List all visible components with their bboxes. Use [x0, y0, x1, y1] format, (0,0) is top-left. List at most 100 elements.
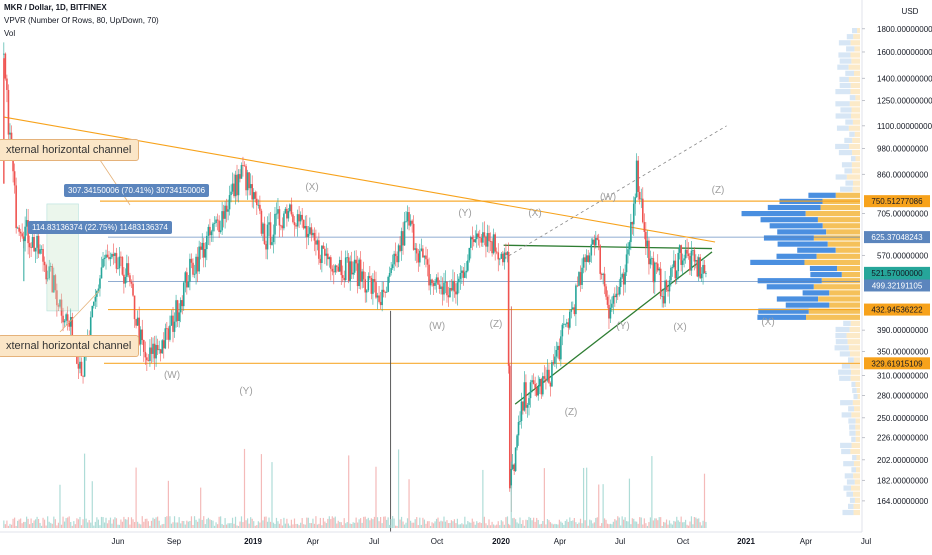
volume-bar [623, 519, 625, 528]
volume-bar [173, 516, 176, 528]
candle-body [126, 263, 128, 277]
volume-bar [389, 524, 391, 528]
price-badge[interactable] [864, 303, 930, 316]
candle-body [315, 240, 317, 245]
candle-body [9, 132, 11, 135]
candle-body [588, 255, 591, 262]
vpvr-bar-down [854, 131, 860, 137]
volume-bar [471, 518, 473, 528]
volume-bar [582, 467, 585, 528]
volume-bar [477, 522, 479, 528]
candle-body [344, 257, 347, 281]
candle-body [21, 233, 23, 237]
vpvr-bar-up [839, 351, 850, 357]
vpvr-bar-down [850, 320, 860, 326]
volume-bar [554, 523, 556, 528]
volume-bar [161, 524, 163, 528]
volume-bar [54, 519, 56, 528]
candle-body [355, 259, 357, 264]
volume-bar [20, 518, 22, 528]
price-badge[interactable] [864, 279, 930, 292]
channel-callout-bottom[interactable]: xternal horizontal channel [0, 335, 140, 357]
volume-bar [216, 524, 219, 528]
price-badge[interactable] [864, 231, 930, 244]
volume-bar [639, 517, 641, 528]
volume-bar [462, 524, 464, 528]
candle-body [62, 315, 64, 323]
volume-bar [56, 525, 58, 528]
volume-bar [189, 521, 191, 528]
candle-body [543, 376, 546, 379]
candle-body [321, 245, 323, 263]
volume-bar [617, 516, 619, 528]
vpvr-bar-down [848, 76, 860, 82]
volume-bar [605, 519, 607, 528]
candle-body [419, 250, 421, 263]
projection-dashed-line[interactable] [503, 125, 727, 260]
candle-body [66, 314, 69, 321]
channel-callout-top[interactable]: xternal horizontal channel [0, 139, 140, 161]
candle-body [353, 259, 356, 273]
triangle-upper-line[interactable] [503, 244, 713, 250]
candle-body [608, 304, 610, 319]
volume-indicator-label[interactable]: Vol [4, 29, 16, 38]
volume-bar [548, 520, 550, 528]
candle-body [141, 329, 144, 341]
candle-body [462, 270, 465, 278]
descending-trendline[interactable] [3, 116, 716, 243]
volume-bar [608, 524, 610, 528]
measure-box[interactable] [46, 203, 79, 312]
date-tick-label: Apr [800, 537, 813, 546]
vpvr-bar-up [846, 479, 855, 485]
vpvr-bar-down [851, 442, 860, 448]
vpvr-bar-down [855, 156, 860, 162]
volume-bar [289, 525, 291, 528]
volume-bar [643, 518, 645, 528]
volume-bar [333, 517, 335, 528]
volume-bar [212, 520, 214, 528]
volume-bar [246, 518, 249, 528]
candle-body [341, 275, 344, 278]
volume-bar [286, 518, 288, 528]
volume-bar [393, 518, 395, 528]
candle-body [340, 259, 343, 276]
price-badge[interactable] [864, 195, 930, 208]
volume-bar [482, 469, 484, 528]
candle-body [324, 248, 326, 256]
vpvr-bar-down [855, 381, 860, 387]
vpvr-bar-down [808, 308, 860, 314]
price-badge[interactable] [864, 357, 930, 370]
candle-body [245, 166, 247, 191]
volume-bar [97, 519, 100, 528]
candle-body [296, 214, 299, 227]
candle-body [697, 257, 700, 277]
vpvr-bar-down [853, 70, 860, 76]
price-range-measure-bottom[interactable]: 114.83136374 (22.75%) 11483136374 [28, 221, 172, 234]
vpvr-bar-down [854, 497, 860, 503]
volume-bar [673, 520, 675, 528]
volume-bar [438, 521, 441, 528]
candle-body [444, 281, 447, 283]
vpvr-bar-down [829, 290, 860, 296]
candle-body [534, 383, 536, 388]
candle-body [693, 250, 696, 262]
price-tick-label: 390.00000000 [877, 326, 929, 335]
volume-bar [274, 523, 276, 528]
candle-body [434, 282, 436, 286]
volume-bar [705, 521, 707, 528]
candle-body [531, 380, 533, 383]
volume-bar [155, 517, 157, 528]
vpvr-bar-down [849, 326, 860, 333]
volume-bar [631, 518, 633, 528]
price-badge-label: 432.94536222 [871, 306, 923, 315]
volume-bar [520, 523, 523, 528]
volume-bar [296, 523, 299, 528]
volume-bar [34, 519, 37, 528]
price-badge[interactable] [864, 266, 930, 279]
price-range-measure-top[interactable]: 307.34150006 (70.41%) 30734150006 [64, 184, 210, 197]
candle-body [77, 363, 80, 369]
volume-bar [292, 524, 294, 528]
candle-body [378, 295, 380, 302]
vpvr-indicator-label[interactable]: VPVR (Number Of Rows, 80, Up/Down, 70) [4, 16, 159, 25]
